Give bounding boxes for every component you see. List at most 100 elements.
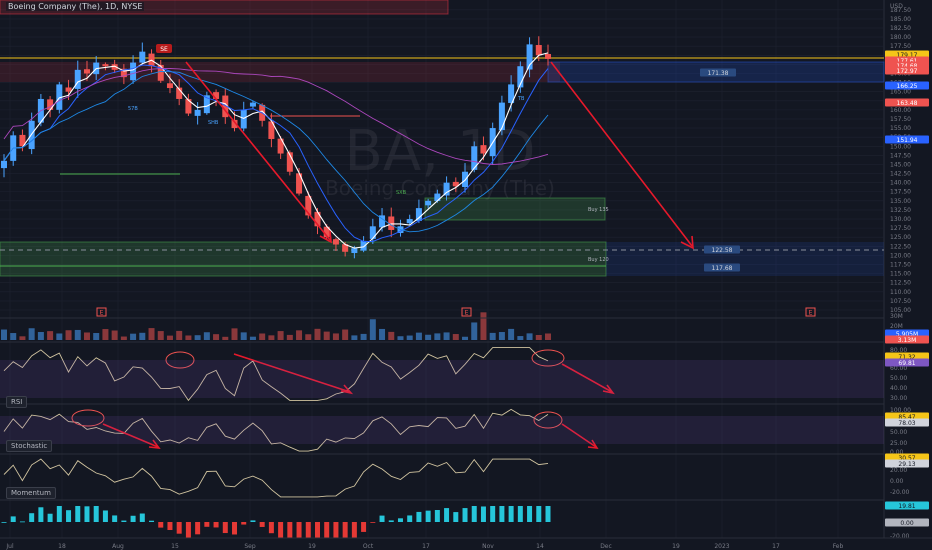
stoch-arrow-1 (102, 423, 159, 448)
candle-body (240, 109, 247, 129)
candle-body (480, 145, 487, 154)
volume-bar (286, 334, 293, 340)
time-tick: 19 (672, 543, 680, 550)
price-tick: 160.00 (890, 107, 911, 114)
stoch-tick: 25.00 (890, 440, 907, 447)
candle-body (166, 83, 173, 89)
candle-body (176, 87, 183, 99)
candle-body (323, 226, 330, 238)
price-tick: 120.00 (890, 252, 911, 259)
candle-body (194, 109, 201, 116)
badge-hist-1: 19.81 (898, 503, 915, 510)
arrow-down-2-head (680, 235, 694, 250)
histogram-bar (250, 520, 256, 522)
histogram-bar (499, 506, 505, 522)
volume-bar (360, 333, 367, 340)
volume-bar (139, 332, 146, 340)
candle-body (314, 211, 321, 227)
ma-mid (3, 64, 549, 242)
histogram-bar (471, 506, 477, 522)
histogram-bar (213, 522, 219, 528)
histogram-bar (29, 513, 35, 522)
annotation-d: TB (517, 96, 525, 102)
mom-tick: -20.00 (890, 489, 910, 496)
histogram-bar (407, 515, 413, 522)
histogram-bar (480, 506, 486, 522)
histogram-bar (185, 522, 191, 538)
time-tick: Aug (112, 543, 124, 550)
badge-price-7: 151.94 (897, 137, 918, 144)
candle-body (498, 102, 505, 131)
pane-label-rsi[interactable]: RSI (6, 396, 28, 408)
volume-bar (93, 333, 100, 340)
histogram-bar (287, 522, 293, 538)
price-tick: 127.50 (890, 225, 911, 232)
stoch-tick: 0.00 (890, 449, 904, 456)
pane-label-momentum[interactable]: Momentum (6, 487, 56, 499)
histogram-bar (19, 521, 25, 523)
histogram-bar (278, 522, 284, 538)
time-tick: 18 (58, 543, 66, 550)
histogram-bar (508, 506, 514, 522)
volume-bar (443, 332, 450, 340)
annotation-b: SHB (208, 120, 219, 126)
histogram-bar (425, 510, 431, 522)
badge-hist-2: 0.00 (900, 520, 914, 527)
volume-bar (471, 322, 478, 340)
stoch-circle-2 (533, 411, 563, 429)
time-tick: 17 (772, 543, 780, 550)
price-tick: 125.00 (890, 234, 911, 241)
histogram-bar (102, 510, 108, 522)
grid-lines (0, 0, 884, 538)
time-tick: Oct (363, 543, 374, 550)
volume-bar (1, 329, 7, 340)
histogram-bar (268, 522, 274, 534)
volume-bar (526, 333, 533, 340)
time-tick: Sep (244, 543, 256, 550)
stoch-band (0, 416, 884, 444)
histogram-bar (536, 506, 542, 522)
earnings-marker-1: E (100, 310, 104, 317)
candle-body (434, 193, 441, 202)
badge-zone-top-bg (700, 68, 736, 77)
badge-price-5: 166.25 (897, 83, 918, 90)
pane-label-stochastic[interactable]: Stochastic (6, 440, 53, 452)
badge-stoch-1: 85.47 (898, 414, 915, 421)
candle-body (305, 195, 312, 216)
volume-bar (148, 328, 155, 340)
rsi-tick: 60.00 (890, 365, 907, 372)
moving-averages (3, 52, 549, 249)
volume-bar (83, 332, 90, 340)
ma-slow (3, 70, 549, 233)
rsi-arrow-2 (561, 363, 613, 393)
histogram-bar (66, 510, 72, 522)
badge-target-1-bg (704, 245, 740, 254)
chart-title: Boeing Company (The), 1D, NYSE (6, 2, 145, 11)
volume-bar (203, 332, 210, 340)
candle-body (452, 181, 459, 187)
volume-bar (296, 330, 303, 340)
price-tick: 135.00 (890, 198, 911, 205)
price-tick: 117.50 (890, 262, 911, 269)
histogram-bar (351, 522, 357, 538)
histogram-bar (397, 518, 403, 522)
candle-body (65, 87, 72, 92)
time-axis: Jul 18 Aug 15 Sep 19 Oct 17 Nov 14 Dec 19 2023 17 Feb (5, 543, 843, 550)
target-zone (606, 242, 884, 276)
buy-zone-1 (424, 197, 606, 221)
candle-body (296, 173, 303, 194)
histogram-bar (232, 522, 238, 535)
candle-body (406, 219, 413, 224)
histogram-bar (517, 506, 523, 522)
volume-bar (277, 331, 284, 340)
price-axis: USD187.50185.00182.50180.00177.50175.001… (890, 3, 911, 314)
rsi-arrow-1-head (340, 384, 354, 395)
volume-bar (130, 333, 137, 340)
rsi-arrow-1 (233, 353, 351, 393)
rsi-band (0, 360, 884, 398)
stoch-line (3, 408, 549, 452)
badge-price-4: 172.97 (897, 68, 918, 75)
candle-body (213, 92, 220, 99)
candle-body (130, 62, 137, 81)
